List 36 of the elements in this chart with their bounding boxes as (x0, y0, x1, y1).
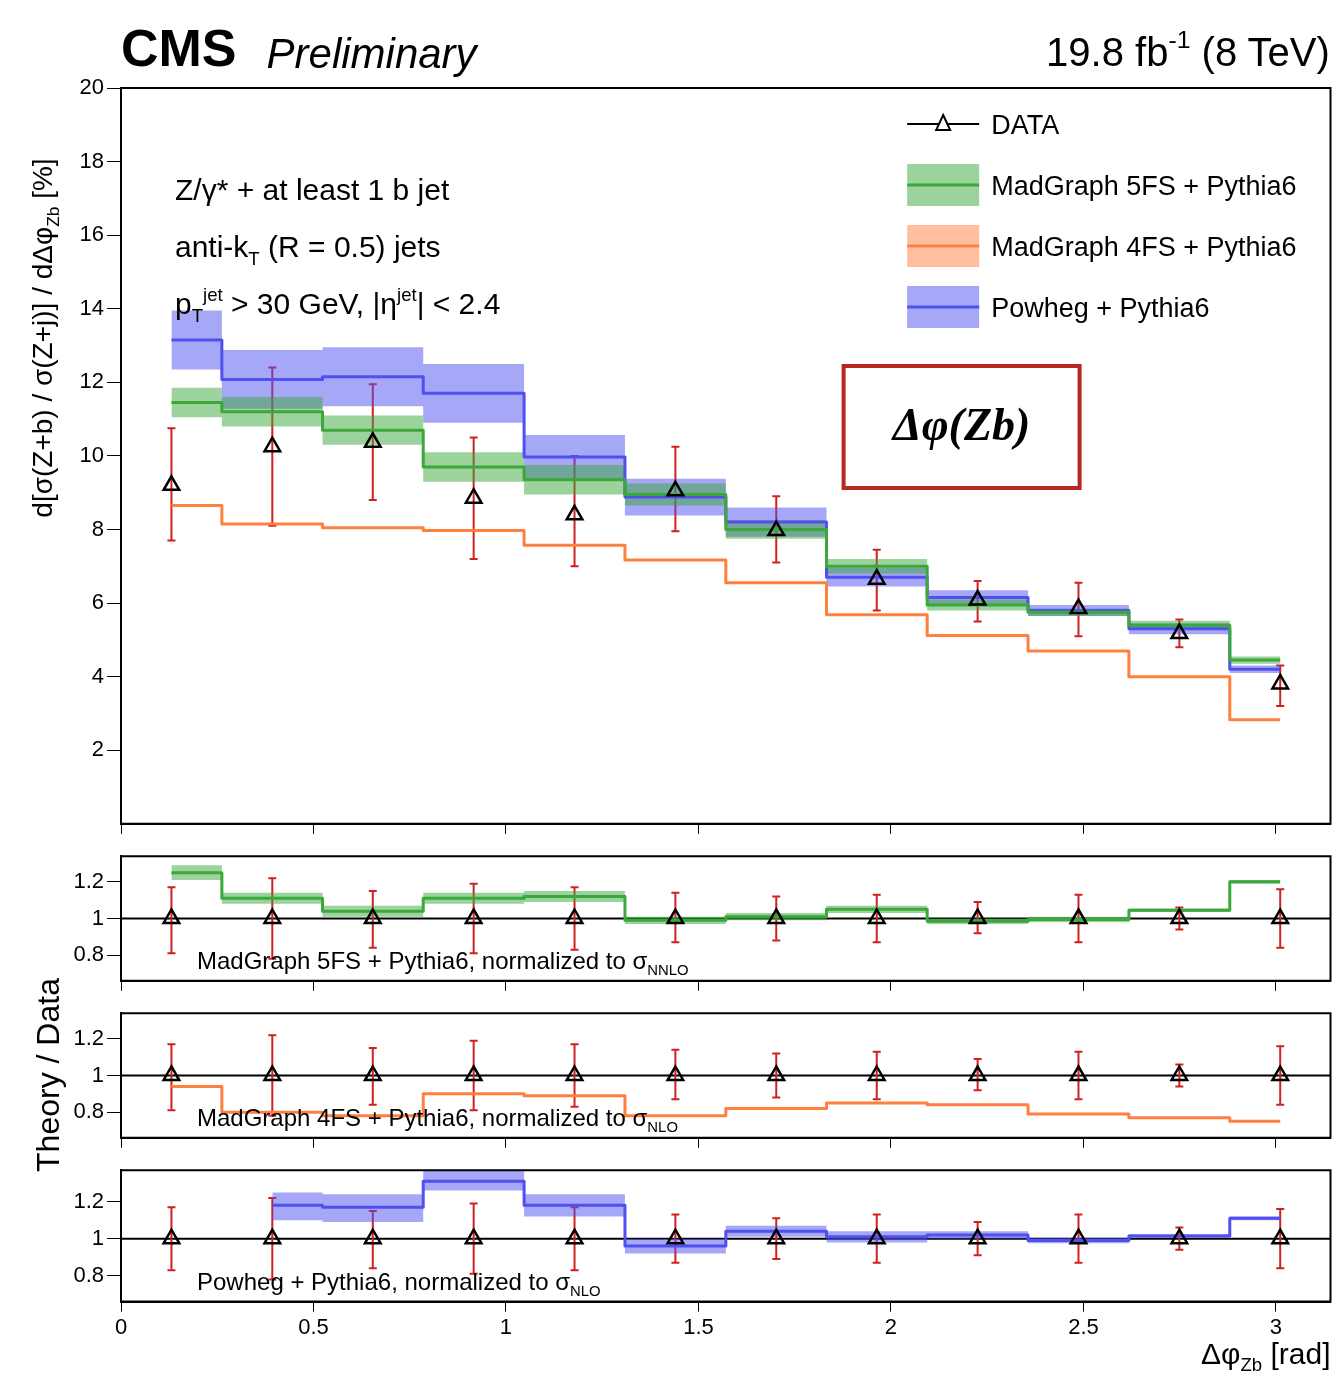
legend-label: MadGraph 4FS + Pythia6 (991, 232, 1297, 262)
x-tick-label: 1.5 (683, 1313, 714, 1339)
y-axis-title: Theory / Data (28, 977, 67, 1172)
y-tick-label: 1.2 (73, 867, 104, 893)
y-tick-label: 18 (79, 147, 104, 173)
y-tick-label: 4 (91, 662, 104, 688)
y-axis-title: d[σ(Z+b) / σ(Z+j)] / dΔφZb [%] (27, 158, 63, 518)
annotation: Z/γ* + at least 1 b jet (175, 173, 450, 206)
y-tick-label: 6 (91, 589, 104, 615)
y-tick-label: 0.8 (73, 941, 104, 967)
x-tick-label: 0.5 (298, 1313, 329, 1339)
y-tick-label: 1.2 (73, 1187, 104, 1213)
y-tick-label: 14 (79, 294, 104, 320)
chart-subtitle: Preliminary (266, 30, 480, 77)
legend-label: Powheg + Pythia6 (991, 293, 1210, 323)
y-tick-label: 0.8 (73, 1261, 104, 1287)
y-tick-label: 1 (91, 1224, 104, 1250)
y-tick-label: 8 (91, 515, 104, 541)
y-tick-label: 16 (79, 221, 104, 247)
x-tick-label: 1 (499, 1313, 513, 1339)
x-tick-label: 2 (884, 1313, 898, 1339)
legend-label: MadGraph 5FS + Pythia6 (991, 171, 1297, 201)
y-tick-label: 20 (79, 74, 104, 100)
chart-title: CMS (121, 19, 237, 77)
x-tick-label: 0 (114, 1313, 128, 1339)
y-tick-label: 10 (79, 441, 104, 467)
y-tick-label: 0.8 (73, 1098, 104, 1124)
y-tick-label: 1.2 (73, 1024, 104, 1050)
y-tick-label: 12 (79, 368, 104, 394)
legend-label: DATA (991, 110, 1060, 140)
annotation: Δφ(Zb) (890, 398, 1031, 450)
x-tick-label: 2.5 (1068, 1313, 1099, 1339)
y-tick-label: 1 (91, 904, 104, 930)
x-tick-label: 3 (1269, 1313, 1283, 1339)
y-tick-label: 2 (91, 736, 104, 762)
y-tick-label: 1 (91, 1061, 104, 1087)
